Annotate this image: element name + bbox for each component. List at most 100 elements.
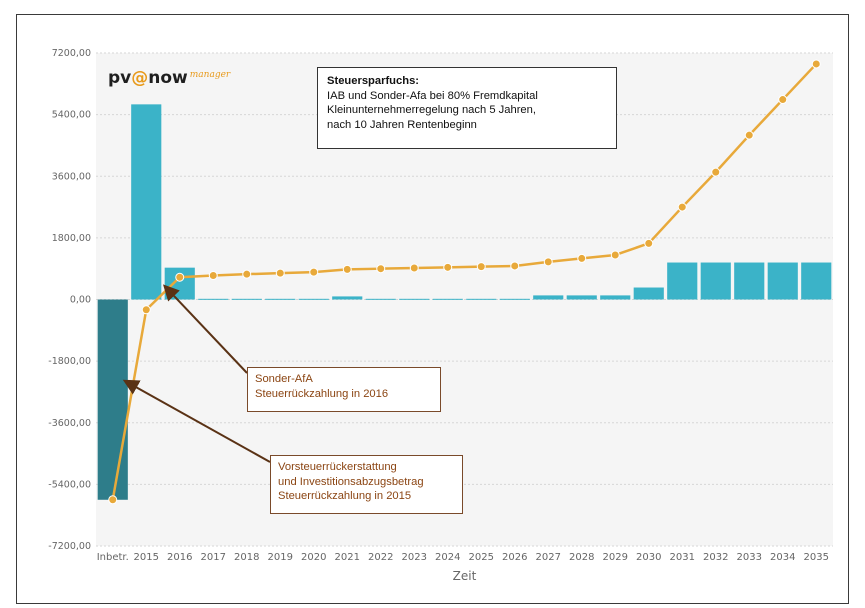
- line-point: [242, 269, 252, 279]
- annotation-vorsteuer: Vorsteuerrückerstattung und Investitions…: [270, 455, 463, 514]
- annotation-arrows: [122, 284, 271, 463]
- x-tick-label: 2026: [502, 552, 527, 563]
- annotation-line: Vorsteuerrückerstattung: [278, 461, 397, 473]
- line-point: [711, 167, 721, 177]
- bar: [566, 295, 597, 300]
- x-tick-label: 2035: [804, 552, 829, 563]
- x-tick-label: 2025: [469, 552, 494, 563]
- line-point: [175, 272, 185, 282]
- bar: [97, 299, 128, 500]
- y-tick-label: -1800,00: [48, 356, 91, 367]
- line-point: [577, 253, 587, 263]
- bar: [198, 298, 229, 300]
- y-tick-label: 1800,00: [52, 233, 91, 244]
- x-tick-label: 2028: [569, 552, 594, 563]
- line-series: [108, 59, 821, 505]
- line-point: [476, 262, 486, 272]
- line-point: [309, 267, 319, 277]
- bar: [131, 104, 162, 300]
- x-tick-label: 2017: [201, 552, 226, 563]
- annotation-arrow: [162, 284, 248, 374]
- line-point: [744, 130, 754, 140]
- bar: [164, 267, 195, 300]
- logo: pv@now manager: [108, 68, 231, 88]
- bar: [801, 262, 832, 300]
- line-point: [543, 257, 553, 267]
- x-tick-label: 2033: [737, 552, 762, 563]
- x-tick-label: 2022: [368, 552, 393, 563]
- bar: [600, 295, 631, 300]
- x-tick-label: 2024: [435, 552, 460, 563]
- info-box-title: Steuersparfuchs:: [327, 75, 420, 87]
- bar: [332, 296, 363, 300]
- annotation-line: und Investitionsabzugsbetrag: [278, 475, 424, 488]
- x-tick-label: 2015: [134, 552, 159, 563]
- annotation-line: Sonder-AfA: [255, 373, 313, 385]
- line-point: [443, 262, 453, 272]
- logo-text-manager: manager: [190, 70, 231, 80]
- x-tick-label: 2016: [167, 552, 192, 563]
- y-tick-label: 3600,00: [52, 171, 91, 182]
- info-box-line: IAB und Sonder-Afa bei 80% Fremdkapital: [327, 89, 538, 102]
- line-point: [275, 268, 285, 278]
- line-point: [677, 202, 687, 212]
- bar: [533, 295, 564, 300]
- x-tick-label: Inbetr.: [97, 552, 129, 563]
- x-tick-label: 2034: [770, 552, 795, 563]
- y-tick-label: 7200,00: [52, 48, 91, 59]
- x-tick-label: 2020: [301, 552, 326, 563]
- x-tick-label: 2029: [603, 552, 628, 563]
- y-tick-label: 5400,00: [52, 110, 91, 121]
- bar: [265, 298, 296, 300]
- logo-text-now: now: [148, 68, 188, 88]
- bar: [298, 298, 329, 300]
- annotation-line: Steuerrückzahlung in 2015: [278, 490, 412, 502]
- line-point: [610, 250, 620, 260]
- bar: [399, 298, 430, 300]
- bar: [231, 298, 262, 300]
- bar: [633, 287, 664, 300]
- info-box-line: nach 10 Jahren Rentenbeginn: [327, 118, 477, 131]
- line-point: [778, 95, 788, 105]
- x-tick-label: 2021: [335, 552, 360, 563]
- bar: [767, 262, 798, 300]
- bar: [499, 298, 530, 300]
- bar: [432, 298, 463, 300]
- info-box: Steuersparfuchs: IAB und Sonder-Afa bei …: [317, 67, 617, 149]
- logo-text-at: @: [131, 68, 148, 88]
- line-path: [111, 63, 818, 500]
- annotation-line: Steuerrückzahlung in 2016: [255, 387, 389, 400]
- bar: [734, 262, 765, 300]
- bar: [466, 298, 497, 300]
- line-point: [342, 264, 352, 274]
- bar: [700, 262, 731, 300]
- x-tick-label: 2023: [402, 552, 427, 563]
- line-point: [811, 59, 821, 69]
- line-point: [510, 261, 520, 271]
- logo-text-pv: pv: [108, 68, 131, 88]
- annotation-sonder-afa: Sonder-AfA Steuerrückzahlung in 2016: [247, 367, 441, 412]
- bar: [365, 298, 396, 300]
- y-tick-label: -5400,00: [48, 479, 91, 490]
- line-point: [376, 264, 386, 274]
- line-point: [141, 305, 151, 315]
- annotation-arrow: [122, 379, 271, 463]
- line-point: [644, 238, 654, 248]
- bar: [667, 262, 698, 300]
- x-tick-label: 2032: [703, 552, 728, 563]
- y-axis: 7200,00 5400,00 3600,00 1800,00 0,00 -1800,00…: [48, 48, 91, 552]
- x-tick-label: 2027: [536, 552, 561, 563]
- info-box-line: Kleinunternehmerregelung nach 5 Jahren,: [327, 104, 536, 116]
- bar-series: [97, 104, 832, 500]
- x-axis-label: Zeit: [453, 569, 477, 583]
- x-tick-label: 2019: [268, 552, 293, 563]
- x-tick-label: 2031: [670, 552, 695, 563]
- y-tick-label: -7200,00: [48, 541, 91, 552]
- line-point: [108, 495, 118, 505]
- y-tick-label: -3600,00: [48, 418, 91, 429]
- x-tick-label: 2030: [636, 552, 661, 563]
- line-point: [208, 271, 218, 281]
- x-axis: Inbetr. 2015 2016 2017 2018 2019 2020 2021 2022 2…: [97, 552, 829, 563]
- y-tick-label: 0,00: [70, 295, 91, 306]
- line-point: [409, 263, 419, 273]
